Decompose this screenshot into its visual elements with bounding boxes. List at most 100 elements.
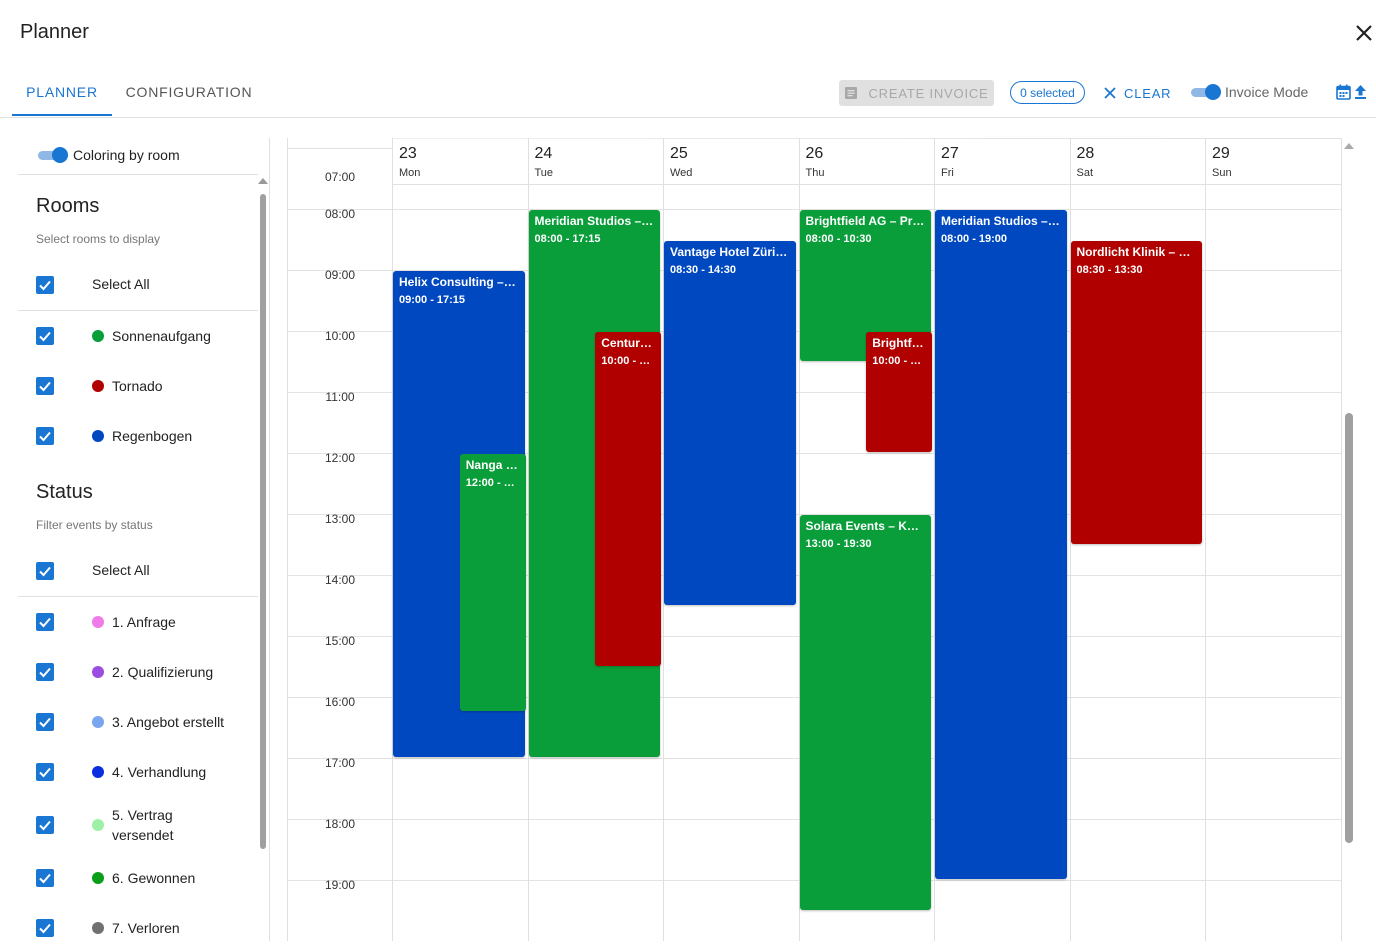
event-time: 08:00 - 17:15 bbox=[534, 233, 601, 245]
checkmark-icon bbox=[39, 717, 51, 728]
checkbox[interactable] bbox=[36, 377, 54, 395]
event-title: Centura … bbox=[601, 336, 655, 350]
checkbox[interactable] bbox=[36, 327, 54, 345]
day-name: Wed bbox=[670, 167, 692, 179]
hour-label: 11:00 bbox=[325, 390, 354, 404]
status-item-vertrag[interactable]: 5. Vertrag versendet bbox=[18, 797, 258, 853]
day-name: Sun bbox=[1212, 167, 1232, 179]
scrollbar-thumb[interactable] bbox=[1345, 413, 1353, 843]
sidebar-scrollbar[interactable] bbox=[258, 174, 270, 941]
status-color-dot bbox=[92, 716, 104, 728]
status-item-anfrage[interactable]: 1. Anfrage bbox=[18, 597, 258, 647]
close-button[interactable] bbox=[1352, 21, 1376, 45]
status-item-verloren[interactable]: 7. Verloren bbox=[18, 903, 258, 941]
create-invoice-button[interactable]: CREATE INVOICE bbox=[839, 80, 994, 106]
checkbox[interactable] bbox=[36, 713, 54, 731]
room-label: Regenbogen bbox=[112, 428, 193, 444]
checkmark-icon bbox=[39, 431, 51, 442]
status-label: 4. Verhandlung bbox=[112, 764, 207, 780]
hour-label: 15:00 bbox=[325, 634, 355, 648]
invoice-mode-switch[interactable] bbox=[1191, 84, 1221, 100]
tab-planner[interactable]: PLANNER bbox=[26, 84, 98, 100]
event-time: 08:30 - 14:30 bbox=[670, 263, 737, 276]
status-item-verhandlung[interactable]: 4. Verhandlung bbox=[18, 747, 258, 797]
status-color-dot bbox=[92, 922, 104, 934]
calendar-event[interactable]: Vantage Hotel Züric… 08:30 - 14:30 bbox=[664, 240, 796, 605]
rooms-title: Rooms bbox=[36, 195, 100, 217]
event-time: 10:00 - 1… bbox=[601, 355, 655, 367]
event-title: Helix Consulting – Q… bbox=[399, 275, 519, 289]
event-title: Meridian Studios – … bbox=[941, 214, 1061, 228]
status-label: 1. Anfrage bbox=[112, 614, 176, 630]
event-time: 12:00 - 1… bbox=[465, 477, 520, 489]
day-number: 23 bbox=[399, 145, 417, 162]
checkbox[interactable] bbox=[36, 562, 54, 580]
scroll-up-arrow-icon[interactable] bbox=[1344, 143, 1354, 149]
active-tab-indicator bbox=[12, 114, 112, 116]
close-icon bbox=[1104, 87, 1116, 99]
day-number: 27 bbox=[941, 145, 959, 162]
rooms-select-all[interactable]: Select All bbox=[18, 259, 258, 311]
hour-label: 12:00 bbox=[325, 451, 355, 465]
status-label: 5. Vertrag versendet bbox=[112, 807, 174, 843]
day-number: 26 bbox=[806, 145, 824, 162]
calendar-event[interactable]: Centura … 10:00 - 1… bbox=[595, 332, 661, 666]
day-name: Tue bbox=[535, 167, 554, 179]
checkmark-icon bbox=[39, 667, 51, 678]
calendar-event[interactable]: Nordlicht Klinik – Ja… 08:30 - 13:30 bbox=[1070, 240, 1202, 544]
checkbox[interactable] bbox=[36, 869, 54, 887]
clear-label: CLEAR bbox=[1124, 85, 1172, 101]
checkmark-icon bbox=[39, 873, 51, 884]
day-number: 24 bbox=[535, 145, 553, 162]
rooms-subtitle: Select rooms to display bbox=[36, 232, 161, 246]
status-item-gewonnen[interactable]: 6. Gewonnen bbox=[18, 853, 258, 903]
day-name: Mon bbox=[399, 167, 420, 179]
calendar-event[interactable]: Solara Events – Kon… 13:00 - 19:30 bbox=[799, 515, 931, 910]
checkmark-icon bbox=[39, 617, 51, 628]
calendar-event[interactable]: Brightfi… 10:00 - 1… bbox=[866, 332, 932, 452]
calendar-icon[interactable] bbox=[1336, 84, 1351, 100]
hour-label: 16:00 bbox=[325, 695, 355, 709]
status-select-all[interactable]: Select All bbox=[18, 545, 258, 597]
coloring-switch[interactable] bbox=[38, 147, 68, 163]
hour-label: 19:00 bbox=[325, 878, 355, 892]
room-item-regenbogen[interactable]: Regenbogen bbox=[18, 411, 258, 461]
scrollbar-thumb[interactable] bbox=[260, 194, 266, 849]
checkmark-icon bbox=[39, 566, 51, 577]
checkbox[interactable] bbox=[36, 427, 54, 445]
calendar-event[interactable]: Nanga … 12:00 - 1… bbox=[459, 454, 526, 712]
checkbox[interactable] bbox=[36, 276, 54, 294]
invoice-mode-toggle[interactable]: Invoice Mode bbox=[1191, 84, 1308, 100]
room-item-sonnenaufgang[interactable]: Sonnenaufgang bbox=[18, 311, 258, 361]
status-title: Status bbox=[36, 481, 93, 503]
room-color-dot bbox=[92, 380, 104, 392]
status-color-dot bbox=[92, 766, 104, 778]
select-all-label: Select All bbox=[92, 562, 150, 578]
event-title: Nordlicht Klinik – Ja… bbox=[1076, 244, 1197, 259]
clear-button[interactable]: CLEAR bbox=[1104, 80, 1171, 106]
room-item-tornado[interactable]: Tornado bbox=[18, 361, 258, 411]
scroll-up-arrow-icon[interactable] bbox=[258, 178, 268, 184]
tab-bar: PLANNER CONFIGURATION CREATE INVOICE 0 s… bbox=[0, 66, 1376, 118]
checkbox[interactable] bbox=[36, 816, 54, 834]
calendar-scrollbar[interactable] bbox=[1343, 138, 1357, 941]
coloring-toggle[interactable]: Coloring by room bbox=[38, 147, 180, 163]
checkbox[interactable] bbox=[36, 763, 54, 781]
calendar-event[interactable]: Meridian Studios – … 08:00 - 19:00 bbox=[935, 210, 1067, 879]
upload-icon[interactable] bbox=[1354, 84, 1367, 100]
week-calendar: 07:00 08:00 09:00 10:00 11:00 12:00 13:00 14:00… bbox=[287, 137, 1343, 941]
checkbox[interactable] bbox=[36, 663, 54, 681]
hour-label: 07:00 bbox=[325, 170, 355, 184]
tab-configuration[interactable]: CONFIGURATION bbox=[125, 84, 253, 100]
checkbox[interactable] bbox=[36, 613, 54, 631]
day-number: 28 bbox=[1077, 145, 1095, 162]
status-item-angebot[interactable]: 3. Angebot erstellt bbox=[18, 697, 258, 747]
checkbox[interactable] bbox=[36, 919, 54, 937]
day-number: 25 bbox=[670, 145, 688, 162]
status-item-qualifizierung[interactable]: 2. Qualifizierung bbox=[18, 647, 258, 697]
event-title: Meridian Studios – … bbox=[534, 214, 655, 228]
day-number: 29 bbox=[1212, 145, 1230, 162]
event-time: 09:00 - 17:15 bbox=[399, 294, 466, 306]
checkmark-icon bbox=[39, 923, 51, 934]
dialog-header: Planner bbox=[0, 0, 1376, 66]
